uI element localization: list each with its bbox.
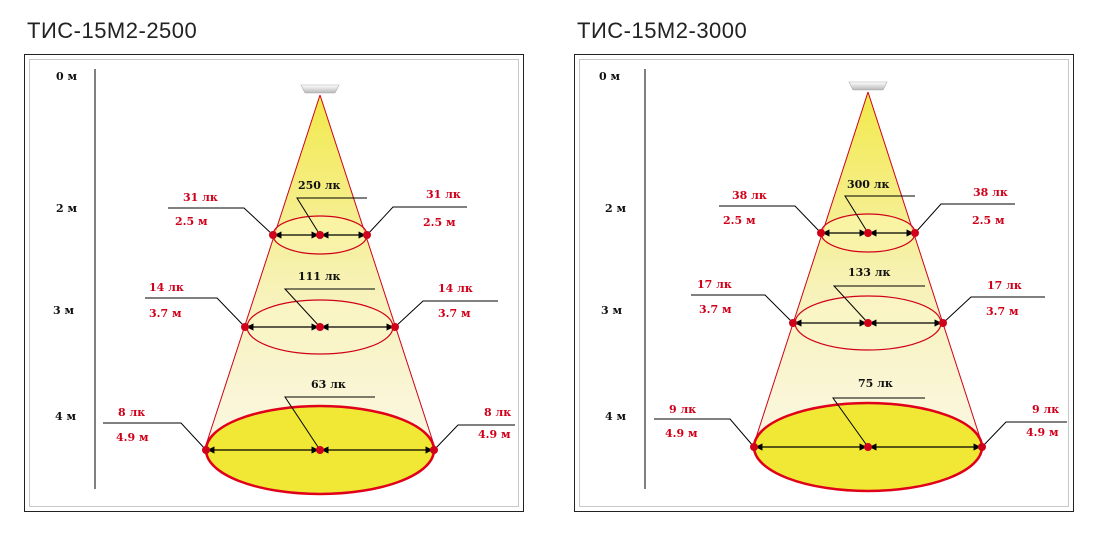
edge-illuminance-left-3m: 14 лк xyxy=(149,281,184,294)
height-label-3: 3 м xyxy=(601,304,622,317)
right-leader-3m xyxy=(942,296,1045,324)
center-illuminance-2m: 250 лк xyxy=(298,179,341,192)
center-point-4m xyxy=(316,446,324,454)
left-leader-2m xyxy=(719,205,822,234)
panel-title: ТИС-15М2-3000 xyxy=(577,18,748,43)
beam-edge-right xyxy=(867,91,984,448)
center-point-2m xyxy=(316,231,324,239)
diameter-right-4m: 4.9 м xyxy=(478,428,511,441)
height-label-2: 2 м xyxy=(56,202,77,215)
center-illuminance-4m: 75 лк xyxy=(858,377,893,390)
center-leader-2m xyxy=(844,195,915,234)
right-leader-2m xyxy=(914,203,1015,234)
left-leader-4m xyxy=(103,422,207,451)
edge-illuminance-left-2m: 31 лк xyxy=(183,191,218,204)
right-leader-4m xyxy=(981,421,1067,448)
edge-illuminance-right-2m: 38 лк xyxy=(973,186,1008,199)
edge-point-left-2m xyxy=(817,229,825,237)
beam-diagram: 0 м 2 м 3 м 4 м 300 лк 38 лк 2.5 м 38 лк… xyxy=(599,69,1067,493)
light-distribution-panel: 0 м 2 м 3 м 4 м 250 лк 31 лк 2.5 м 31 лк… xyxy=(24,54,524,512)
center-leader-2m xyxy=(296,197,367,236)
center-point-3m xyxy=(864,319,872,327)
diameter-right-2m: 2.5 м xyxy=(423,216,456,229)
edge-point-right-2m xyxy=(911,229,919,237)
edge-point-right-4m xyxy=(978,443,986,451)
panel-title: ТИС-15М2-2500 xyxy=(27,18,198,43)
right-leader-3m xyxy=(394,300,498,328)
center-point-4m xyxy=(864,443,872,451)
edge-point-right-3m xyxy=(391,323,399,331)
edge-illuminance-right-2m: 31 лк xyxy=(426,188,461,201)
diameter-right-4m: 4.9 м xyxy=(1026,426,1059,439)
edge-illuminance-right-4m: 9 лк xyxy=(1032,403,1059,416)
center-leader-4m xyxy=(832,397,925,448)
light-beam xyxy=(753,92,983,447)
edge-illuminance-left-4m: 8 лк xyxy=(118,406,145,419)
edge-illuminance-right-3m: 17 лк xyxy=(987,279,1022,292)
center-leader-4m xyxy=(284,396,375,451)
right-leader-2m xyxy=(366,206,467,236)
height-label-0: 0 м xyxy=(56,70,77,83)
diameter-left-3m: 3.7 м xyxy=(699,303,732,316)
diameter-right-3m: 3.7 м xyxy=(986,305,1019,318)
height-label-4: 4 м xyxy=(605,410,626,423)
center-point-2m xyxy=(864,229,872,237)
diameter-left-4m: 4.9 м xyxy=(116,431,149,444)
edge-point-right-2m xyxy=(363,231,371,239)
beam-edge-right xyxy=(319,94,436,449)
center-illuminance-3m: 111 лк xyxy=(298,270,341,283)
right-leader-4m xyxy=(433,424,515,451)
edge-point-right-4m xyxy=(430,446,438,454)
edge-illuminance-right-4m: 8 лк xyxy=(484,406,511,419)
edge-illuminance-right-3m: 14 лк xyxy=(438,282,473,295)
center-point-3m xyxy=(316,323,324,331)
left-leader-2m xyxy=(168,207,274,236)
edge-point-right-3m xyxy=(939,319,947,327)
edge-point-left-3m xyxy=(241,323,249,331)
center-illuminance-2m: 300 лк xyxy=(847,178,890,191)
beam-diagram: 0 м 2 м 3 м 4 м 250 лк 31 лк 2.5 м 31 лк… xyxy=(53,69,515,496)
center-leader-3m xyxy=(283,288,375,328)
edge-point-left-4m xyxy=(750,443,758,451)
height-label-2: 2 м xyxy=(605,202,626,215)
diameter-left-2m: 2.5 м xyxy=(723,214,756,227)
lamp-icon xyxy=(848,81,888,91)
edge-illuminance-left-2m: 38 лк xyxy=(732,189,767,202)
diameter-right-3m: 3.7 м xyxy=(438,307,471,320)
center-illuminance-4m: 63 лк xyxy=(311,378,346,391)
lamp-icon xyxy=(300,84,340,94)
beam-edge-left xyxy=(752,91,869,448)
edge-point-left-3m xyxy=(789,319,797,327)
panel-inner-frame xyxy=(29,59,519,507)
light-beam xyxy=(205,95,435,448)
edge-illuminance-left-4m: 9 лк xyxy=(669,403,696,416)
diameter-left-3m: 3.7 м xyxy=(149,307,182,320)
edge-illuminance-left-3m: 17 лк xyxy=(697,278,732,291)
edge-point-left-4m xyxy=(202,446,210,454)
height-label-4: 4 м xyxy=(55,410,76,423)
height-label-0: 0 м xyxy=(599,70,620,83)
light-distribution-panel: 0 м 2 м 3 м 4 м 300 лк 38 лк 2.5 м 38 лк… xyxy=(574,54,1074,512)
diameter-left-4m: 4.9 м xyxy=(665,427,698,440)
left-leader-4m xyxy=(654,418,755,448)
edge-point-left-2m xyxy=(269,231,277,239)
left-leader-3m xyxy=(145,297,246,328)
beam-edge-left xyxy=(204,94,321,449)
diameter-right-2m: 2.5 м xyxy=(972,214,1005,227)
height-label-3: 3 м xyxy=(53,304,74,317)
center-illuminance-3m: 133 лк xyxy=(848,266,891,279)
center-leader-3m xyxy=(832,285,925,324)
diameter-left-2m: 2.5 м xyxy=(175,215,208,228)
panel-inner-frame xyxy=(579,59,1069,507)
left-leader-3m xyxy=(691,294,794,324)
